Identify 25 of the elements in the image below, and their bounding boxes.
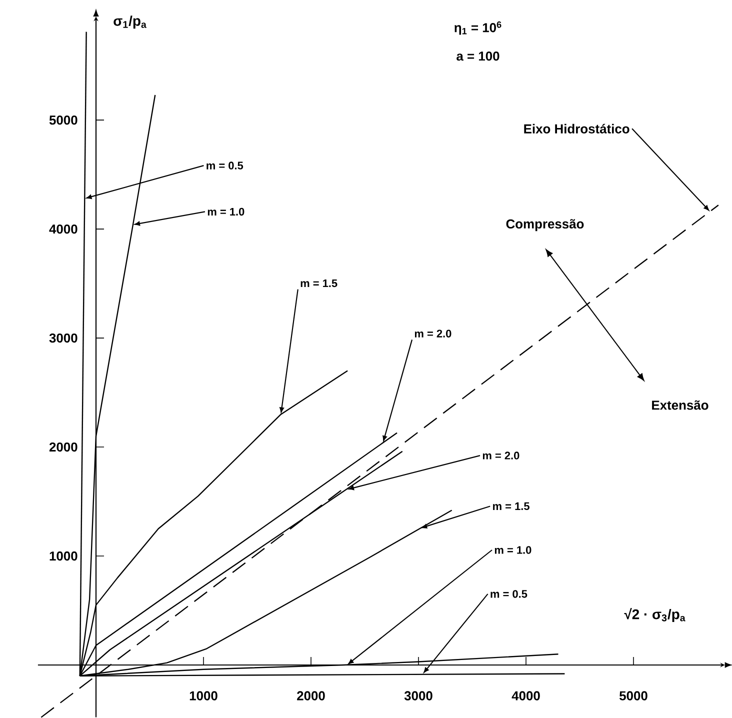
x-tick-label: 2000 <box>297 691 325 700</box>
x-tick-label: 1000 <box>190 691 218 700</box>
x-tick-label: 4000 <box>512 691 540 700</box>
y-tick-label: 1000 <box>50 551 78 561</box>
annotation: m = 0.5 <box>490 590 528 598</box>
annotation: m = 1.5 <box>300 280 338 288</box>
annotation: m = 1.5 <box>493 502 530 510</box>
annotation: m = 1.0 <box>494 546 532 554</box>
annotation: η$_{1}$ = 10$^{6}$ <box>454 21 502 35</box>
x-tick-label: 3000 <box>404 691 432 700</box>
annotation: m = 0.5 <box>206 162 244 170</box>
y-axis-title: σ$_{1}$/p$_{a}$ <box>114 16 146 29</box>
x-axis-title: √2 · σ$_{3}$/p$_{a}$ <box>624 608 686 622</box>
x-tick-label: 5000 <box>619 691 648 700</box>
annotation: m = 1.0 <box>208 208 244 216</box>
annotation: a = 100 <box>456 52 500 61</box>
annotation: Eixo Hidrostático <box>524 124 630 134</box>
y-tick-label: 2000 <box>49 442 78 452</box>
annotation: Extensão <box>652 400 708 410</box>
annotation: m = 2.0 <box>482 452 520 460</box>
annotation: Compressão <box>506 219 584 232</box>
y-tick-label: 3000 <box>49 333 78 343</box>
y-tick-label: 4000 <box>49 224 78 234</box>
annotation: m = 2.0 <box>414 330 452 338</box>
y-tick-label: 5000 <box>49 115 78 125</box>
